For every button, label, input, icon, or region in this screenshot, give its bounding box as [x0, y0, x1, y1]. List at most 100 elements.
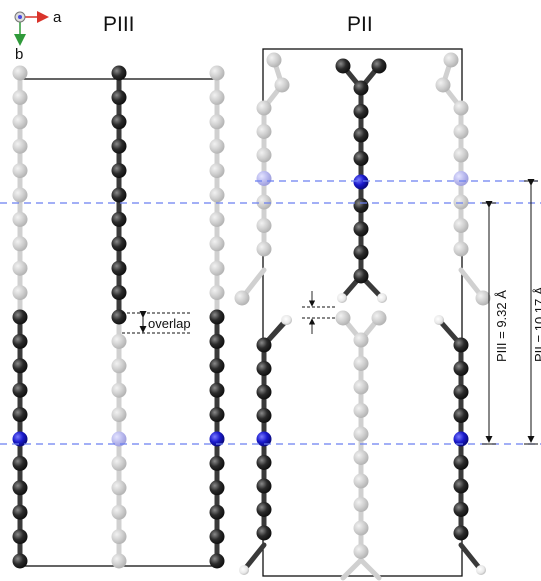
carbon-atom	[111, 382, 127, 398]
carbon-atom	[111, 138, 127, 154]
carbon-atom	[353, 497, 369, 512]
carbon-atom	[353, 473, 369, 489]
carbon-atom	[353, 151, 369, 166]
carbon-atom	[209, 163, 225, 179]
carbon-atom	[209, 382, 225, 398]
carbon-atom	[209, 187, 225, 203]
hydrogen-atom	[377, 293, 387, 303]
carbon-atom	[12, 163, 28, 179]
hydrogen-atom	[434, 315, 444, 325]
carbon-atom	[453, 218, 469, 233]
carbon-atom	[111, 285, 127, 301]
carbon-atom	[12, 260, 28, 276]
carbon-atom	[256, 147, 272, 163]
carbon-atom	[453, 337, 469, 353]
carbon-atom	[12, 333, 28, 349]
carbon-atom	[111, 260, 127, 276]
carbon-atom	[209, 309, 225, 325]
nitrogen-atom	[453, 431, 469, 447]
carbon-atom	[256, 525, 272, 541]
nitrogen-atom	[111, 431, 127, 447]
carbon-atom	[256, 218, 272, 233]
carbon-atom	[12, 529, 28, 545]
carbon-atom	[209, 480, 225, 496]
dashed-guides	[0, 180, 541, 445]
carbon-atom	[353, 332, 369, 348]
carbon-atom	[209, 89, 225, 105]
carbon-atom	[335, 310, 351, 326]
axis-indicator: a b	[14, 9, 62, 63]
axis-a-label: a	[53, 9, 62, 26]
nitrogen-atom	[12, 431, 28, 447]
carbon-atom	[353, 356, 369, 371]
carbon-atom	[453, 478, 469, 494]
carbon-atom	[111, 65, 127, 81]
carbon-atom	[209, 504, 225, 520]
carbon-atom	[12, 309, 28, 325]
overlap-annotation: overlap	[122, 311, 191, 334]
carbon-atom	[353, 426, 369, 442]
carbon-atom	[209, 65, 225, 81]
bond	[458, 542, 484, 573]
molecule-layer	[12, 52, 491, 581]
axis-b-label: b	[15, 46, 23, 63]
carbon-atom	[111, 89, 127, 105]
carbon-atom	[353, 520, 369, 536]
carbon-atom	[209, 285, 225, 301]
carbon-atom	[12, 187, 28, 203]
carbon-atom	[256, 384, 272, 400]
carbon-atom	[209, 553, 225, 569]
carbon-atom	[453, 361, 469, 376]
carbon-atom	[111, 211, 127, 227]
carbon-atom	[111, 529, 127, 545]
carbon-atom	[353, 268, 369, 284]
carbon-atom	[453, 124, 469, 139]
overlap-label: overlap	[148, 316, 191, 331]
nitrogen-atom	[453, 171, 469, 186]
carbon-atom	[353, 379, 369, 395]
carbon-atom	[209, 455, 225, 471]
carbon-atom	[453, 525, 469, 541]
carbon-atom	[209, 114, 225, 130]
carbon-atom	[453, 408, 469, 423]
carbon-atom	[353, 221, 369, 237]
pii-title: PII	[347, 13, 373, 36]
carbon-atom	[209, 211, 225, 227]
carbon-atom	[453, 455, 469, 470]
carbon-atom	[209, 260, 225, 276]
bond	[358, 557, 382, 581]
carbon-atom	[371, 310, 387, 326]
pii-dimension: PII = 10.17 Å	[524, 179, 541, 445]
carbon-atom	[12, 114, 28, 130]
carbon-atom	[12, 480, 28, 496]
carbon-atom	[256, 502, 272, 517]
carbon-atom	[475, 290, 491, 306]
bond	[241, 542, 267, 573]
carbon-atom	[111, 553, 127, 569]
carbon-atom	[443, 52, 459, 68]
carbon-atom	[256, 455, 272, 470]
carbon-atom	[435, 77, 451, 93]
carbon-atom	[234, 290, 250, 306]
pii-period-label: PII = 10.17 Å	[532, 286, 541, 362]
carbon-atom	[111, 455, 127, 471]
carbon-atom	[353, 104, 369, 119]
carbon-atom	[453, 147, 469, 163]
carbon-atom	[12, 89, 28, 105]
carbon-atom	[111, 358, 127, 374]
hydrogen-atom	[476, 565, 486, 575]
carbon-atom	[453, 502, 469, 517]
carbon-atom	[209, 138, 225, 154]
bond	[340, 557, 364, 581]
carbon-atom	[111, 333, 127, 349]
carbon-atom	[111, 236, 127, 252]
piii-period-label: PIII = 9.32 Å	[494, 290, 509, 362]
carbon-atom	[111, 480, 127, 496]
carbon-atom	[12, 382, 28, 398]
nitrogen-atom	[256, 431, 272, 447]
carbon-atom	[12, 211, 28, 227]
nitrogen-atom	[209, 431, 225, 447]
nitrogen-atom	[256, 171, 272, 186]
piii-dimension: PIII = 9.32 Å	[482, 201, 509, 445]
